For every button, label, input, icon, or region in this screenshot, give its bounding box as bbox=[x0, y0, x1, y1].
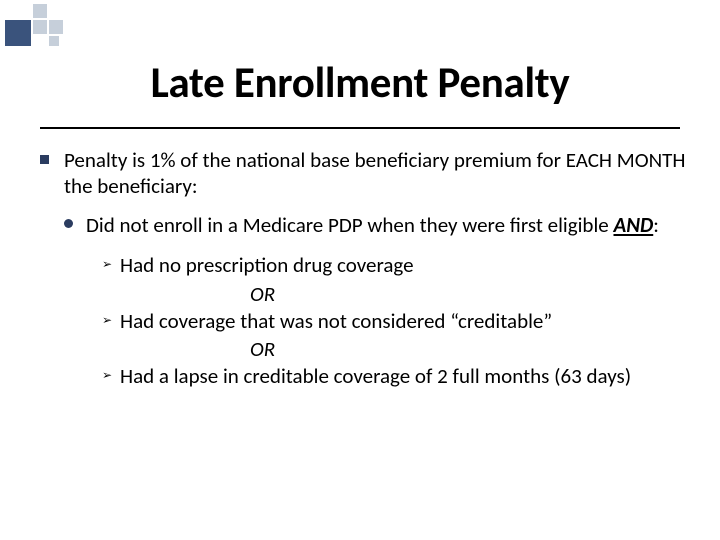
title-underline bbox=[40, 127, 680, 129]
slide-body: Penalty is 1% of the national base benef… bbox=[40, 148, 688, 392]
bullet-level-3: ➢ Had a lapse in creditable coverage of … bbox=[102, 364, 688, 390]
bullet-level-3: ➢ Had coverage that was not considered “… bbox=[102, 309, 688, 335]
text-emphasis: AND bbox=[613, 212, 653, 238]
bullet-level-2: Did not enroll in a Medicare PDP when th… bbox=[64, 213, 688, 239]
deco-square bbox=[49, 36, 59, 46]
deco-square bbox=[33, 4, 47, 18]
slide: Late Enrollment Penalty Penalty is 1% of… bbox=[0, 0, 720, 540]
body-text: Had coverage that was not considered “cr… bbox=[120, 309, 688, 335]
slide-title: Late Enrollment Penalty bbox=[0, 56, 720, 109]
text-run: : bbox=[653, 212, 659, 238]
chevron-bullet-icon: ➢ bbox=[102, 313, 112, 327]
bullet-level-1: Penalty is 1% of the national base benef… bbox=[40, 148, 688, 199]
or-separator: OR bbox=[250, 281, 688, 307]
body-text: Penalty is 1% of the national base benef… bbox=[64, 148, 688, 199]
deco-square bbox=[49, 20, 63, 34]
deco-square bbox=[33, 20, 47, 34]
chevron-bullet-icon: ➢ bbox=[102, 257, 112, 271]
body-text: Did not enroll in a Medicare PDP when th… bbox=[86, 213, 688, 239]
deco-square bbox=[5, 20, 31, 46]
bullet-level-3: ➢ Had no prescription drug coverage bbox=[102, 253, 688, 279]
body-text: Had no prescription drug coverage bbox=[120, 253, 688, 279]
square-bullet-icon bbox=[40, 155, 49, 164]
or-separator: OR bbox=[250, 336, 688, 362]
text-run: Did not enroll in a Medicare PDP when th… bbox=[86, 212, 613, 238]
body-text: Had a lapse in creditable coverage of 2 … bbox=[120, 364, 688, 390]
dot-bullet-icon bbox=[64, 219, 73, 228]
chevron-bullet-icon: ➢ bbox=[102, 368, 112, 382]
corner-decoration bbox=[0, 0, 720, 50]
